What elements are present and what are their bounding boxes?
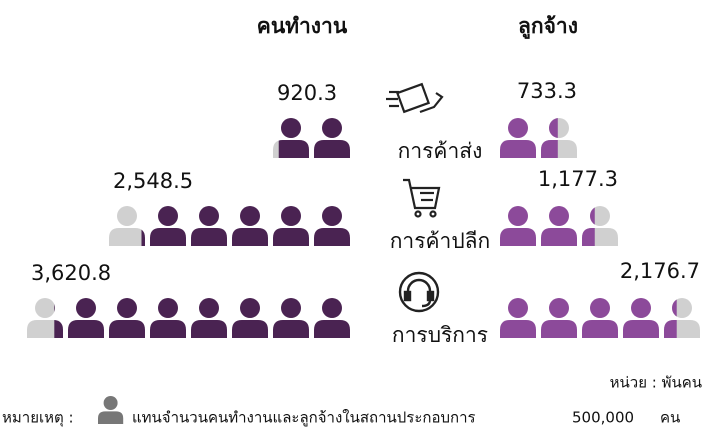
- person-icon: [582, 206, 618, 246]
- person-icon: [109, 298, 145, 338]
- person-icon: [314, 206, 350, 246]
- truck-icon: [386, 82, 444, 114]
- person-icon: [109, 206, 145, 246]
- value-label: 2,176.7: [620, 259, 700, 283]
- person-icon: [314, 298, 350, 338]
- value-label: 3,620.8: [31, 261, 111, 285]
- category-label: การบริการ: [392, 323, 488, 347]
- person-icon: [191, 206, 227, 246]
- value-label: 1,177.3: [538, 167, 618, 191]
- person-icon: [273, 298, 309, 338]
- unit-label: หน่วย : พันคน: [610, 374, 702, 392]
- person-icon: [314, 118, 350, 158]
- person-icon: [150, 206, 186, 246]
- person-icon: [582, 298, 618, 338]
- person-icon: [541, 118, 577, 158]
- value-label: 2,548.5: [113, 169, 193, 193]
- note-text: แทนจำนวนคนทำงานและลูกจ้างในสถานประกอบการ: [132, 409, 476, 427]
- person-icon: [150, 298, 186, 338]
- person-icon: [191, 298, 227, 338]
- note-unit: 500,000: [572, 409, 634, 427]
- person-icon: [68, 298, 104, 338]
- person-icon: [500, 298, 536, 338]
- person-icon: [500, 118, 536, 158]
- note-suffix: คน: [660, 409, 680, 427]
- headset-icon: [398, 271, 440, 313]
- person-icon: [500, 206, 536, 246]
- person-icon: [541, 206, 577, 246]
- note-prefix: หมายเหตุ :: [2, 409, 74, 428]
- category-label: การค้าส่ง: [398, 139, 483, 163]
- series-header: คนทำงาน: [257, 14, 348, 38]
- series-header: ลูกจ้าง: [518, 14, 578, 40]
- cart-icon: [403, 178, 441, 218]
- value-label: 920.3: [277, 81, 337, 105]
- person-icon: [232, 206, 268, 246]
- person-icon: [273, 206, 309, 246]
- person-icon: [273, 118, 309, 158]
- person-icon: [664, 298, 700, 338]
- person-icon: [27, 298, 63, 338]
- person-icon: [541, 298, 577, 338]
- legend-icon: [98, 396, 124, 424]
- person-icon: [623, 298, 659, 338]
- category-label: การค้าปลีก: [390, 229, 491, 253]
- value-label: 733.3: [517, 79, 577, 103]
- person-icon: [232, 298, 268, 338]
